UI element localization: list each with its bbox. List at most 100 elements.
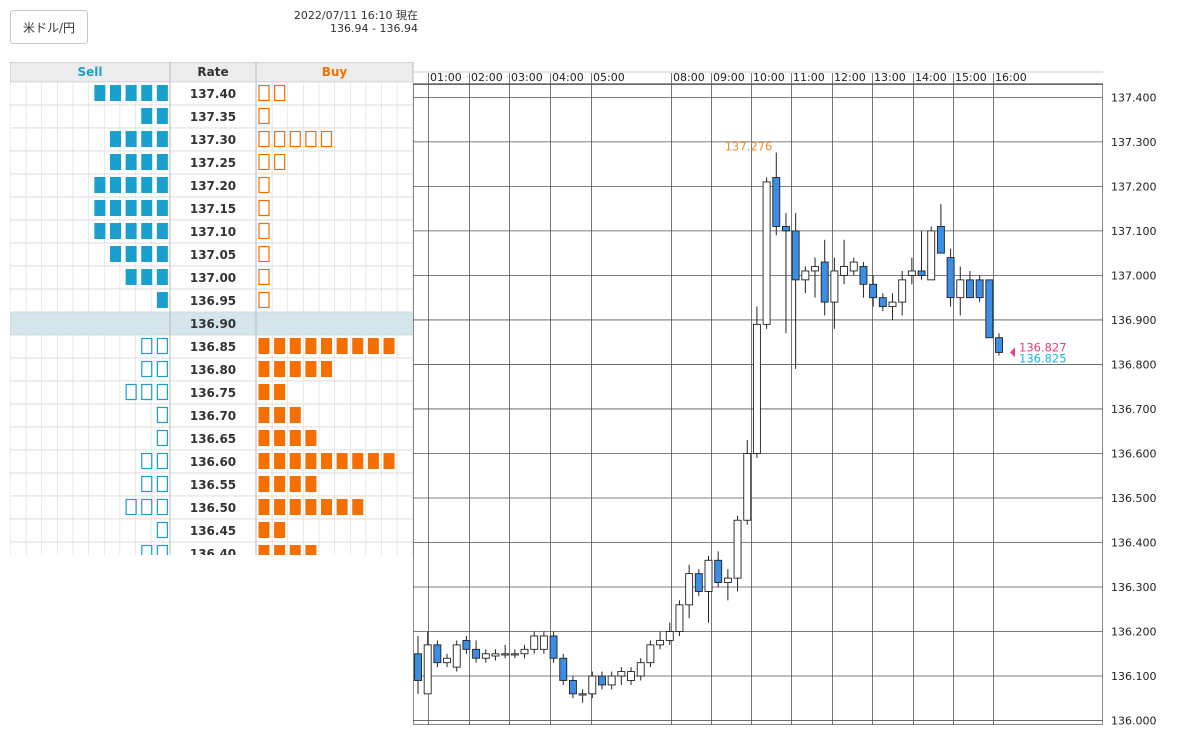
order-book-row: 136.85	[10, 334, 414, 359]
buy-block	[289, 430, 301, 446]
x-tick-label: 08:00	[673, 71, 705, 84]
buy-block	[289, 499, 301, 515]
sell-block	[156, 177, 168, 193]
sell-block	[156, 452, 168, 470]
x-tick-label: 13:00	[874, 71, 906, 84]
candle-body	[830, 270, 839, 303]
buy-block	[258, 107, 270, 125]
candle-body	[772, 177, 781, 227]
y-tick-label: 136.900	[1111, 314, 1157, 327]
sell-block	[141, 269, 153, 285]
candle	[452, 640, 461, 672]
candle-body	[956, 279, 965, 299]
rate-label: 136.85	[190, 340, 236, 354]
sell-block	[141, 475, 153, 493]
candle-body	[927, 230, 936, 281]
current-price-marker	[1010, 347, 1015, 358]
candle	[830, 257, 839, 329]
buy-block	[305, 361, 317, 377]
ask-price-label: 136.827	[1019, 340, 1067, 354]
candle	[820, 239, 829, 316]
order-book-row: 136.45	[10, 518, 414, 543]
candle-body	[491, 653, 500, 657]
candle	[433, 640, 442, 668]
buy-block	[305, 499, 317, 515]
timestamp-text: 2022/07/11 16:10 現在	[293, 9, 418, 22]
candle	[762, 177, 771, 329]
buy-block	[274, 522, 286, 538]
sell-block	[110, 200, 121, 216]
y-tick-label: 136.000	[1111, 715, 1157, 728]
buy-block	[320, 130, 333, 148]
order-book-table: Sell Rate Buy 137.40 137.35 137.30 137.25 137.2…	[10, 62, 414, 555]
candlestick-chart: 01:00 02:00 03:00 04:00 05:00 08:00 09:00 10:00…	[413, 62, 1183, 732]
sell-block	[125, 85, 137, 101]
sell-block	[156, 131, 168, 147]
y-tick-label: 137.400	[1111, 91, 1157, 104]
candle-body	[859, 266, 868, 285]
y-tick-label: 136.500	[1111, 492, 1157, 505]
buy-block	[352, 338, 364, 354]
order-book: Sell Rate Buy 137.40 137.35 137.30 137.25 137.2…	[10, 62, 414, 555]
x-tick-label: 14:00	[915, 71, 947, 84]
order-book-row: 136.50	[10, 495, 414, 520]
rate-label: 136.65	[190, 432, 236, 446]
sell-block	[125, 200, 137, 216]
sell-block	[125, 223, 137, 239]
rate-label: 137.30	[190, 133, 236, 147]
buy-header: Buy	[322, 65, 348, 79]
candle	[907, 257, 916, 285]
order-book-row: 137.15	[10, 196, 414, 221]
sell-block	[110, 131, 121, 147]
high-price-label: 137.276	[725, 140, 773, 154]
rate-label: 137.35	[190, 110, 236, 124]
candle	[801, 266, 810, 294]
buy-block	[305, 430, 317, 446]
x-tick-label: 10:00	[753, 71, 785, 84]
candle-body	[481, 653, 490, 659]
candle-body	[743, 453, 752, 521]
candle-body	[452, 644, 461, 668]
buy-block	[289, 338, 301, 354]
rate-label: 136.50	[190, 501, 236, 515]
order-book-row: 136.60	[10, 449, 414, 474]
buy-block	[321, 499, 332, 515]
sell-block	[141, 246, 153, 262]
buy-block	[274, 153, 286, 171]
candle-body	[598, 675, 606, 686]
buy-block	[274, 407, 286, 423]
buy-block	[258, 453, 270, 469]
order-book-row: 137.30	[10, 127, 414, 152]
buy-block	[258, 361, 270, 377]
candle-body	[820, 261, 829, 303]
sell-block	[156, 246, 168, 262]
y-tick-label: 136.100	[1111, 670, 1157, 683]
candle-body	[685, 573, 694, 606]
rate-label: 136.95	[190, 294, 236, 308]
rate-label: 136.90	[190, 317, 236, 331]
buy-block	[258, 291, 270, 309]
candle	[898, 270, 907, 316]
rate-timestamp: 2022/07/11 16:10 現在 136.94 - 136.94	[270, 9, 418, 35]
sell-block	[125, 246, 137, 262]
candle-body	[530, 635, 539, 650]
candle	[510, 649, 519, 659]
candle	[549, 631, 558, 663]
candle	[694, 569, 703, 596]
rate-label: 137.25	[190, 156, 236, 170]
candle-body	[578, 693, 587, 696]
order-book-row: 137.00	[10, 265, 414, 290]
buy-block	[336, 499, 348, 515]
buy-block	[305, 130, 317, 148]
candle-body	[849, 261, 858, 272]
buy-block	[258, 499, 270, 515]
y-tick-label: 137.300	[1111, 136, 1157, 149]
rate-label: 137.40	[190, 87, 236, 101]
sell-block	[94, 223, 106, 239]
x-tick-label: 15:00	[955, 71, 987, 84]
currency-pair-button[interactable]: 米ドル/円	[10, 10, 88, 44]
candle-body	[694, 573, 703, 592]
candle-body	[539, 635, 548, 650]
y-tick-label: 136.200	[1111, 626, 1157, 639]
order-book-row: 137.25	[10, 150, 414, 175]
